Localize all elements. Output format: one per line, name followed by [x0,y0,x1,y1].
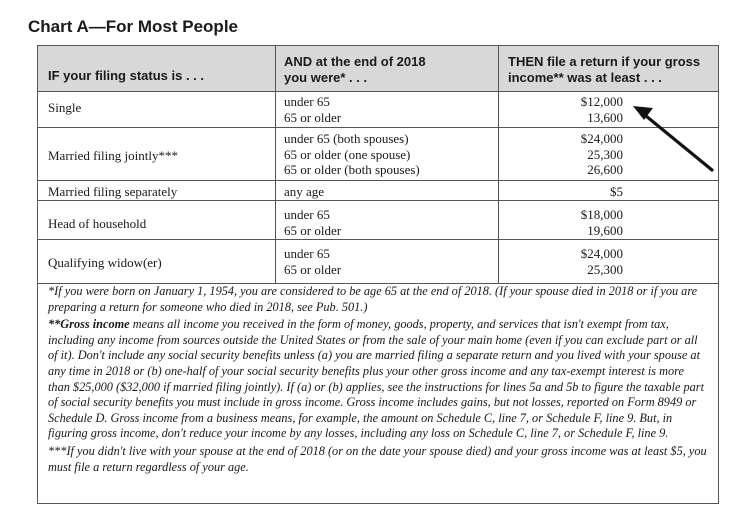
age-value: 65 or older (both spouses) [284,162,420,177]
footnote-age: *If you were born on January 1, 1954, yo… [48,284,698,314]
filing-requirements-table: IF your filing status is . . . AND at th… [37,45,719,504]
column-divider [275,46,276,283]
arrow-shaft [644,114,714,172]
income-value: $12,000 [580,94,623,109]
row-divider [38,283,718,284]
header-income: THEN file a return if your gross income*… [508,54,700,86]
row-divider [38,180,718,181]
income-value: 25,300 [587,146,623,162]
row-divider [38,127,718,128]
age-value: under 65 (both spouses) [284,131,409,146]
row-ages-qw: under 65 65 or older [284,246,341,277]
age-value: 65 or older [284,261,342,277]
footnote-gross-income: **Gross income means all income you rece… [48,317,708,442]
header-band [38,46,718,91]
header-age: AND at the end of 2018 you were* . . . [284,54,426,86]
age-value: 65 or older (one spouse) [284,146,411,162]
footnote-gross-income-text: means all income you received in the for… [48,317,705,441]
income-value: 26,600 [587,162,623,177]
row-divider [38,239,718,240]
row-incomes-hoh: $18,000 19,600 [581,207,623,238]
row-divider [38,91,718,92]
income-value: $5 [610,184,623,199]
income-value: 19,600 [587,222,623,238]
column-divider [498,46,499,283]
row-ages-mfs: any age [284,184,324,200]
footnotes: *If you were born on January 1, 1954, yo… [48,284,708,477]
footnote-gross-income-term: **Gross income [48,317,130,332]
income-value: $24,000 [580,246,623,261]
footnote-mfj: ***If you didn't live with your spouse a… [48,443,707,474]
income-value: 25,300 [587,261,623,277]
header-age-line2: you were* . . . [284,70,368,85]
age-value: 65 or older [284,109,342,125]
header-income-line2: income** was at least . . . [508,70,662,85]
age-value: under 65 [284,94,330,109]
row-status-single: Single [48,100,82,115]
row-ages-single: under 65 65 or older [284,94,341,125]
row-ages-mfj: under 65 (both spouses) 65 or older (one… [284,131,420,178]
header-age-line1: AND at the end of 2018 [284,54,426,69]
row-status-hoh: Head of household [48,216,147,231]
row-divider [38,200,718,201]
income-value: $18,000 [580,207,623,222]
age-value: under 65 [284,246,330,261]
age-value: 65 or older [284,222,342,238]
row-status-mfs: Married filing separately [48,184,178,199]
age-value: any age [284,184,325,199]
row-status-mfj: Married filing jointly*** [48,148,178,163]
row-status-qw: Qualifying widow(er) [48,255,162,270]
row-ages-hoh: under 65 65 or older [284,207,341,238]
header-income-line1: THEN file a return if your gross [508,54,701,69]
income-value: $24,000 [580,131,623,146]
income-value: 13,600 [587,109,623,125]
row-incomes-mfj: $24,000 25,300 26,600 [581,131,623,178]
row-incomes-qw: $24,000 25,300 [581,246,623,277]
row-incomes-single: $12,000 13,600 [581,94,623,125]
header-filing-status: IF your filing status is . . . [48,68,205,83]
row-incomes-mfs: $5 [610,184,623,200]
arrow-head [633,106,653,120]
age-value: under 65 [284,207,330,222]
chart-title: Chart A—For Most People [28,17,238,36]
